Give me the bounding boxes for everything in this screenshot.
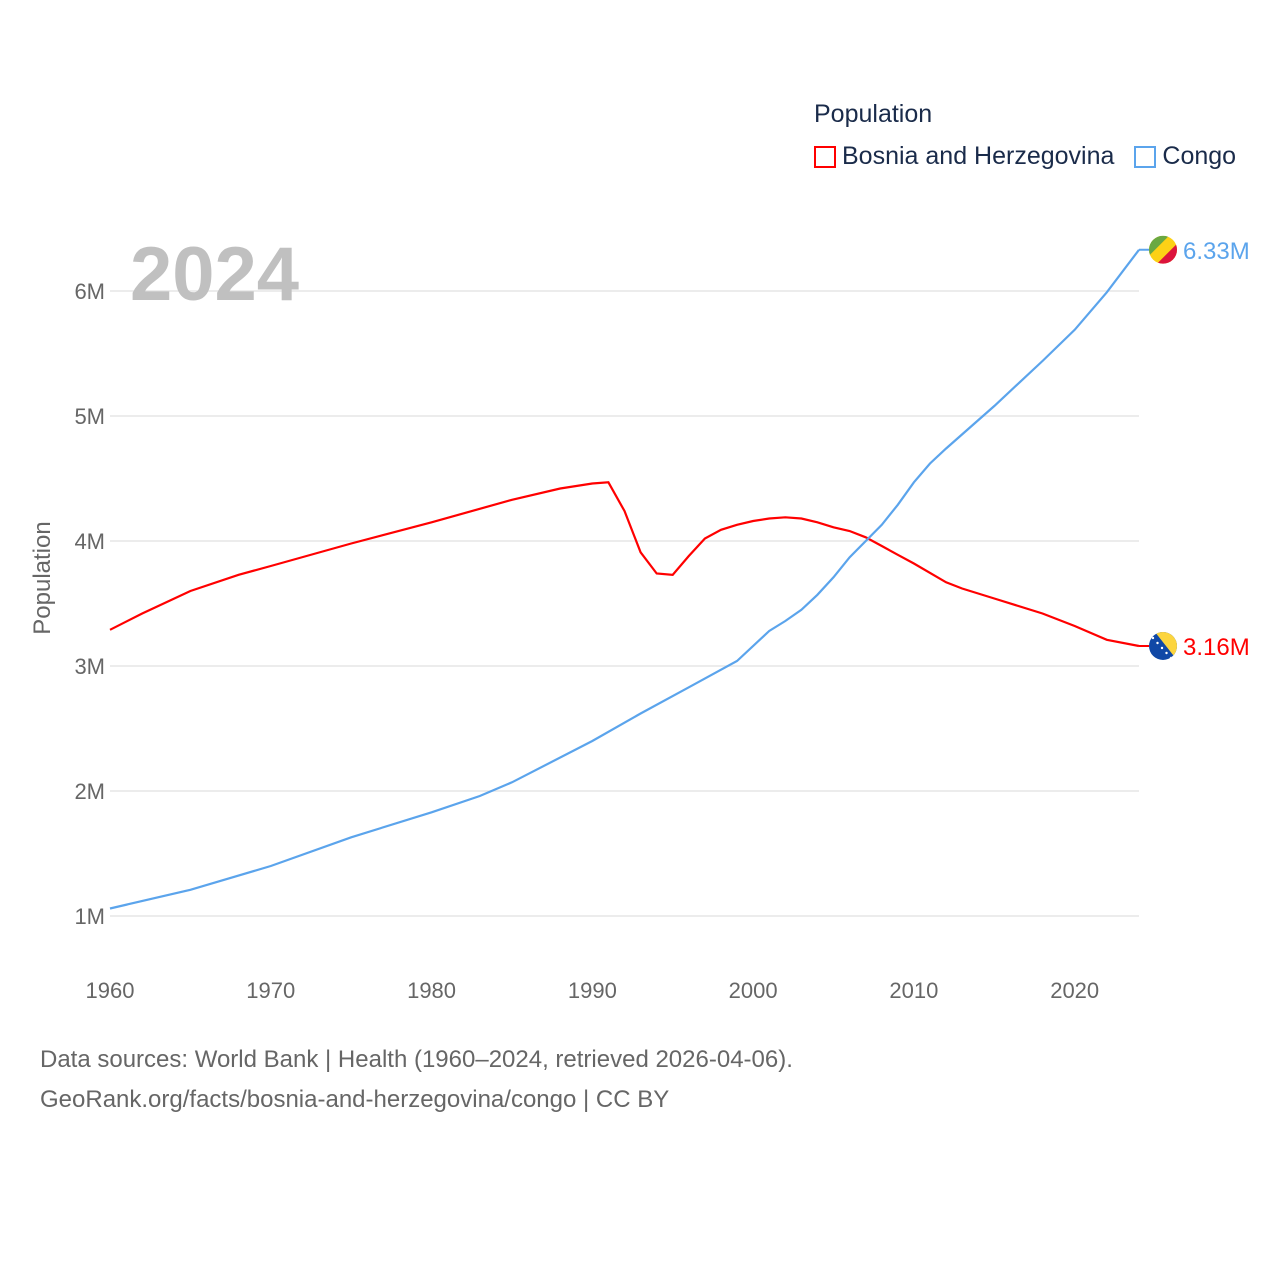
legend: Bosnia and Herzegovina Congo [814, 142, 1236, 171]
year-label: 2024 [130, 232, 299, 317]
x-tick-label: 1980 [407, 978, 456, 1003]
data-sources-text: Data sources: World Bank | Health (1960–… [40, 1046, 793, 1073]
x-tick-label: 2020 [1050, 978, 1099, 1003]
y-tick-label: 5M [74, 404, 105, 429]
legend-title: Population [814, 100, 933, 128]
y-tick-label: 4M [74, 529, 105, 554]
end-value-label: 3.16M [1183, 634, 1250, 661]
x-tick-label: 2010 [889, 978, 938, 1003]
legend-label-congo: Congo [1162, 142, 1237, 170]
legend-item-bosnia[interactable]: Bosnia and Herzegovina [814, 142, 1114, 171]
x-tick-label: 1970 [246, 978, 295, 1003]
y-tick-label: 3M [74, 654, 105, 679]
end-value-label: 6.33M [1183, 238, 1250, 265]
legend-swatch-congo [1134, 145, 1157, 168]
y-tick-label: 2M [74, 779, 105, 804]
y-tick-label: 1M [74, 904, 105, 929]
series-line-bosnia [109, 481, 1140, 648]
legend-label-bosnia: Bosnia and Herzegovina [842, 142, 1115, 170]
series-line-congo [109, 249, 1140, 910]
x-tick-label: 1960 [86, 978, 135, 1003]
y-axis-label: Population [29, 521, 56, 634]
y-tick-label: 6M [74, 279, 105, 304]
x-tick-label: 2000 [729, 978, 778, 1003]
bosnia-flag-icon [1149, 632, 1177, 660]
x-tick-label: 1990 [568, 978, 617, 1003]
legend-swatch-bosnia [814, 145, 836, 168]
congo-flag-icon [1149, 235, 1177, 264]
attribution-link[interactable]: GeoRank.org/facts/bosnia-and-herzegovina… [40, 1086, 670, 1113]
legend-item-congo[interactable]: Congo [1134, 142, 1236, 171]
